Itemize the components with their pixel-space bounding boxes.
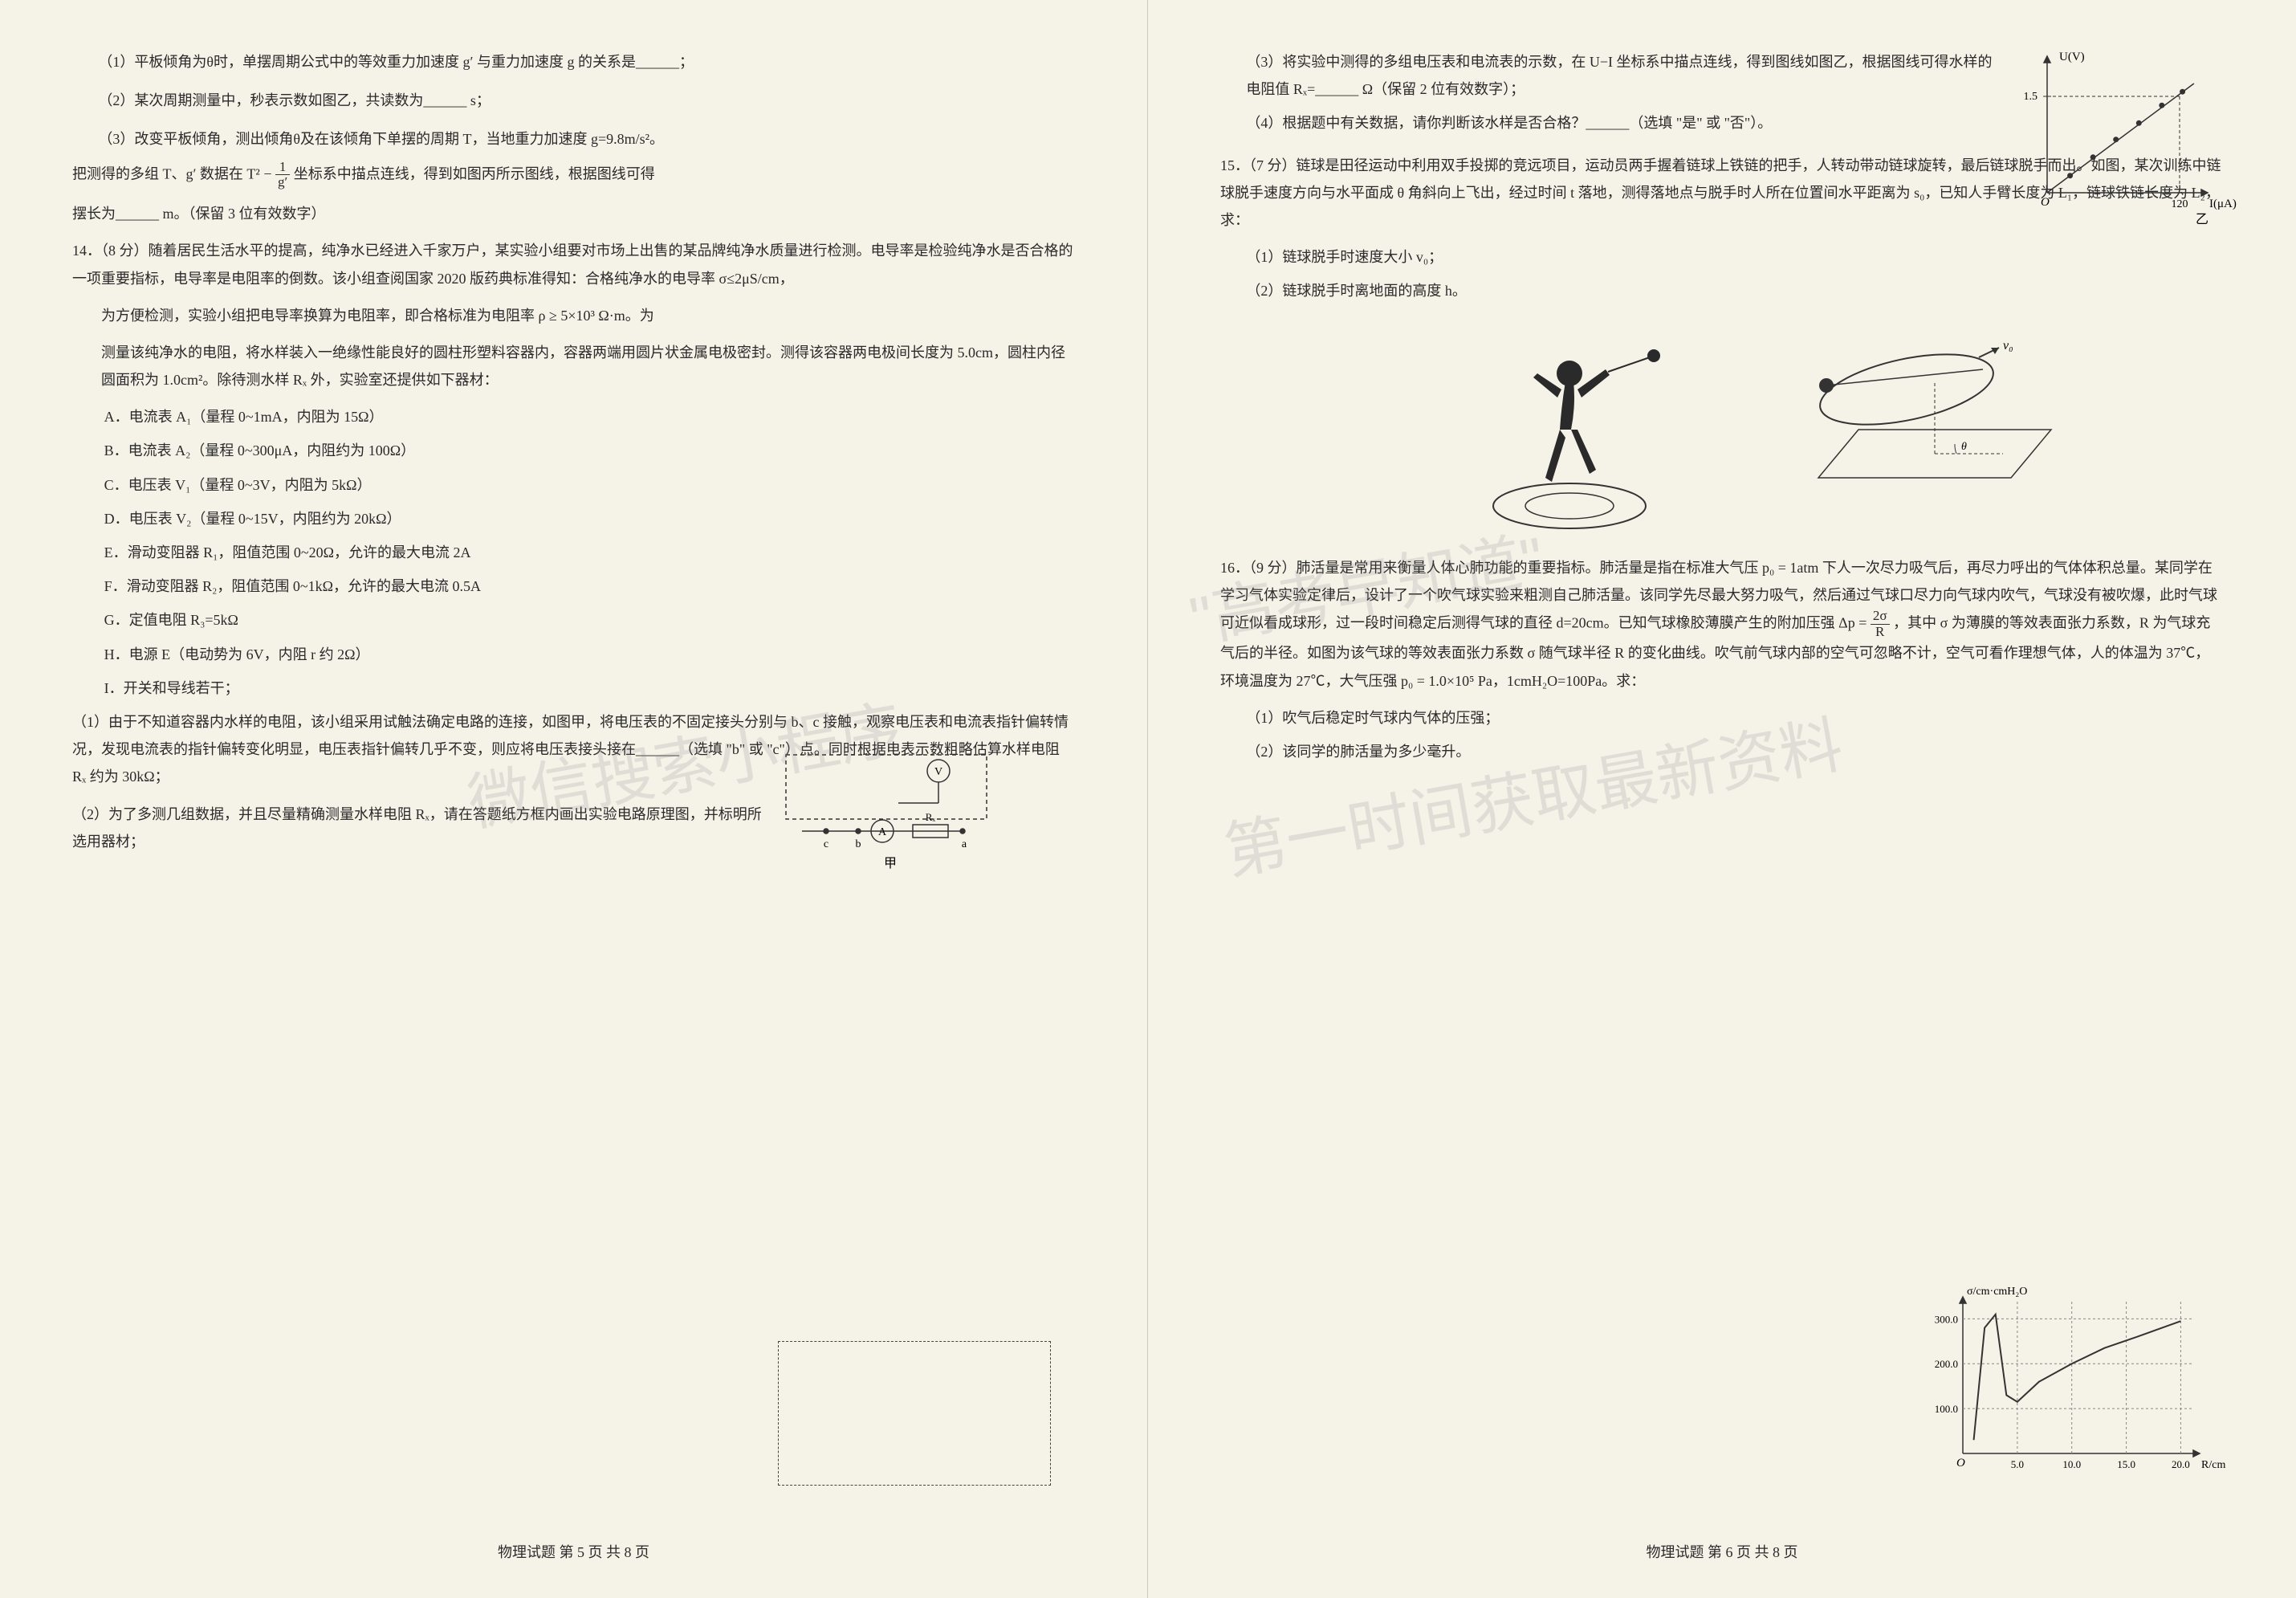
hammer-angle-label: θ <box>1961 441 1967 453</box>
circuit-label-b: b <box>856 838 861 850</box>
q15-s1: （1）链球脱手时速度大小 v₀； <box>1246 243 2224 271</box>
svg-text:100.0: 100.0 <box>1935 1403 1958 1415</box>
hammer-v0-label: v₀ <box>2003 339 2013 353</box>
ui-graph-svg: 1.5 120 U(V) I(μA) O 乙 <box>2023 48 2224 225</box>
ui-caption: 乙 <box>2196 213 2208 226</box>
q14-item-f: F．滑动变阻器 R₂，阻值范围 0~1kΩ，允许的最大电流 0.5A <box>104 573 1075 600</box>
q13-sub3: （3）改变平板倾角，测出倾角θ及在该倾角下单摆的周期 T，当地重力加速度 g=9… <box>98 125 1075 153</box>
svg-text:300.0: 300.0 <box>1935 1313 1958 1325</box>
q13-tail1: 把测得的多组 T、g′ 数据在 T² − <box>72 165 275 181</box>
sigma-graph-figure: σ/cm·cmH₂O R/cm O 100.0200.0300.0 5.010.… <box>1927 1285 2216 1494</box>
answer-dashed-box <box>778 1341 1051 1486</box>
circuit-label-node-a: a <box>962 838 967 850</box>
q14-item-a: A．电流表 A₁（量程 0~1mA，内阻为 15Ω） <box>104 403 1075 430</box>
svg-text:20.0: 20.0 <box>2172 1458 2190 1470</box>
page-5-footer: 物理试题 第 5 页 共 8 页 <box>0 1539 1147 1566</box>
frac2-den: R <box>1871 625 1890 640</box>
circuit-figure-jia: V A Rₓ b c a 甲 <box>778 747 1003 875</box>
q13-tail-line1: 把测得的多组 T、g′ 数据在 T² − 1 g′ 坐标系中描点连线，得到如图丙… <box>72 160 1075 191</box>
sigma-graph-svg: σ/cm·cmH₂O R/cm O 100.0200.0300.0 5.010.… <box>1927 1285 2216 1494</box>
sigma-origin: O <box>1956 1457 1965 1470</box>
hammer-svg: v₀ θ <box>1361 317 2083 542</box>
q14-item-i: I．开关和导线若干； <box>104 675 1075 702</box>
svg-text:10.0: 10.0 <box>2062 1458 2081 1470</box>
q14-intro2: 为方便检测，实验小组把电导率换算为电阻率，即合格标准为电阻率 ρ ≥ 5×10³… <box>72 302 1075 329</box>
page-6: （3）将实验中测得的多组电压表和电流表的示数，在 U−I 坐标系中描点连线，得到… <box>1148 0 2296 1598</box>
q16-s2: （2）该同学的肺活量为多少毫升。 <box>1246 738 2224 765</box>
sigma-ylabel: σ/cm·cmH₂O <box>1967 1286 2027 1298</box>
circuit-caption: 甲 <box>884 857 897 870</box>
circuit-label-c: c <box>824 838 828 850</box>
q15-s2: （2）链球脱手时离地面的高度 h。 <box>1246 277 2224 304</box>
page-5: （1）平板倾角为θ时，单摆周期公式中的等效重力加速度 g′ 与重力加速度 g 的… <box>0 0 1148 1598</box>
q13-tail3: 摆长为______ m。（保留 3 位有效数字） <box>72 200 1075 227</box>
svg-text:5.0: 5.0 <box>2011 1458 2024 1470</box>
q14-item-d: D．电压表 V₂（量程 0~15V，内阻约为 20kΩ） <box>104 505 1075 532</box>
page-6-footer: 物理试题 第 6 页 共 8 页 <box>1148 1539 2296 1566</box>
frac-den: g′ <box>275 175 290 190</box>
ui-xmark: 120 <box>2172 198 2188 210</box>
q14-intro: 14．（8 分）随着居民生活水平的提高，纯净水已经进入千家万户，某实验小组要对市… <box>72 237 1075 291</box>
sigma-xlabel: R/cm <box>2201 1459 2225 1471</box>
q16-intro-part1: 16．（9 分）肺活量是常用来衡量人体心肺功能的重要指标。肺活量是指在标准大气压… <box>1220 554 2224 695</box>
fraction-1-over-gprime: 1 g′ <box>275 160 290 191</box>
circuit-label-v: V <box>934 766 942 778</box>
circuit-svg: V A Rₓ b c a 甲 <box>778 747 1003 875</box>
q14-item-c: C．电压表 V₁（量程 0~3V，内阻为 5kΩ） <box>104 471 1075 499</box>
ui-ymark: 1.5 <box>2024 91 2038 103</box>
circuit-label-rx: Rₓ <box>926 811 936 823</box>
svg-text:15.0: 15.0 <box>2117 1458 2135 1470</box>
q14-item-h: H．电源 E（电动势为 6V，内阻 r 约 2Ω） <box>104 641 1075 668</box>
ui-xlabel: I(μA) <box>2209 198 2237 210</box>
q13-sub2: （2）某次周期测量中，秒表示数如图乙，共读数为______ s； <box>98 87 1075 114</box>
q14-item-e: E．滑动变阻器 R₁，阻值范围 0~20Ω，允许的最大电流 2A <box>104 539 1075 566</box>
ui-graph-figure: 1.5 120 U(V) I(μA) O 乙 <box>2023 48 2224 225</box>
q13-sub1: （1）平板倾角为θ时，单摆周期公式中的等效重力加速度 g′ 与重力加速度 g 的… <box>98 48 1075 75</box>
ui-origin: O <box>2041 196 2050 209</box>
hammer-throw-figure: v₀ θ <box>1220 317 2224 542</box>
svg-text:200.0: 200.0 <box>1935 1358 1958 1370</box>
q16-s1: （1）吹气后稳定时气球内气体的压强； <box>1246 704 2224 732</box>
frac2-num: 2σ <box>1871 609 1890 625</box>
fraction-2sigma-R: 2σ R <box>1871 609 1890 640</box>
circuit-label-a: A <box>878 826 887 838</box>
frac-num: 1 <box>275 160 290 176</box>
ui-ylabel: U(V) <box>2059 51 2085 63</box>
q14-item-b: B．电流表 A₂（量程 0~300μA，内阻约为 100Ω） <box>104 437 1075 464</box>
q14-item-g: G．定值电阻 R₃=5kΩ <box>104 606 1075 634</box>
q13-tail2: 坐标系中描点连线，得到如图丙所示图线，根据图线可得 <box>294 165 655 181</box>
q14-intro3: 测量该纯净水的电阻，将水样装入一绝缘性能良好的圆柱形塑料容器内，容器两端用圆片状… <box>72 339 1075 393</box>
